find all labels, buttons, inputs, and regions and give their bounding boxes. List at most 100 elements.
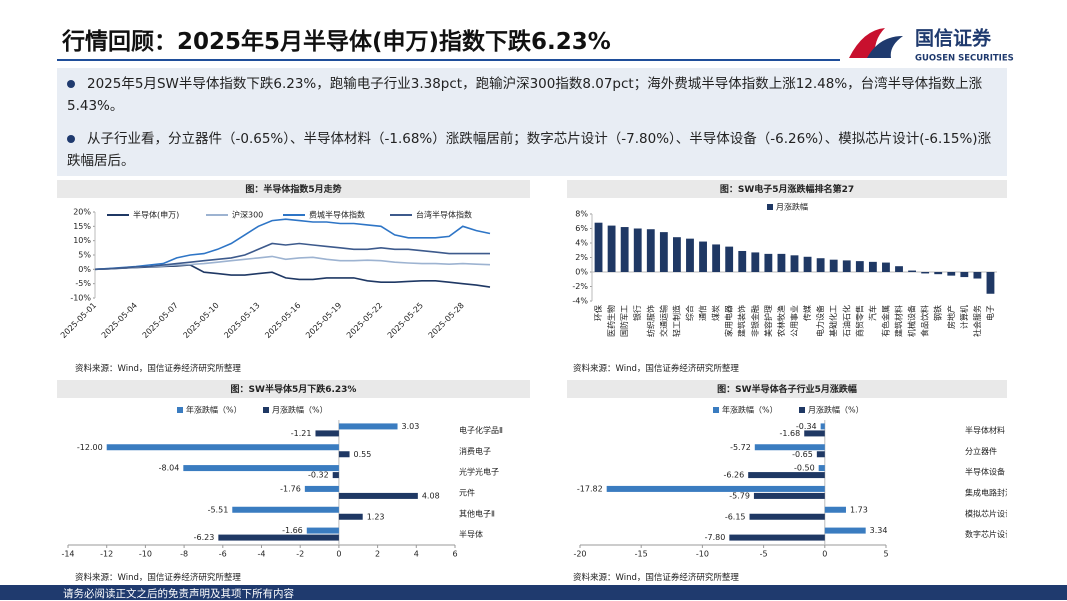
y-tick-label: -2% (572, 282, 588, 291)
category-label: 数字芯片设计 (965, 529, 1007, 539)
legend-swatch (263, 407, 269, 413)
bar (829, 259, 838, 272)
x-tick-label: 0 (822, 550, 827, 559)
summary-box: 2025年5月SW半导体指数下跌6.23%，跑输电子行业3.38pct，跑输沪深… (57, 68, 1007, 176)
bar (973, 272, 982, 279)
bar (725, 246, 734, 272)
x-tick-label: 公用事业 (789, 305, 799, 337)
logo: 国信证券 GUOSEN SECURITIES (849, 27, 1014, 64)
category-label: 集成电路封测 (965, 487, 1007, 497)
bar (816, 451, 825, 458)
source: 资料来源：Wind，国信证券经济研究所整理 (75, 573, 241, 583)
bar (338, 451, 350, 458)
title-band (567, 180, 1007, 198)
x-tick-label: 医药生物 (606, 305, 616, 337)
bar (986, 272, 995, 294)
x-tick-label: -15 (635, 550, 648, 559)
bar (338, 513, 363, 520)
value-label: -0.34 (796, 422, 817, 431)
bar (824, 527, 866, 534)
bar (712, 244, 721, 272)
logo-en: GUOSEN SECURITIES (915, 54, 1014, 64)
x-tick-label: 5 (883, 550, 888, 559)
value-label: -0.50 (794, 464, 815, 473)
x-tick-label: 食品饮料 (920, 305, 930, 337)
y-tick-label: -4% (572, 297, 588, 306)
category-label: 模拟芯片设计 (965, 508, 1007, 518)
value-label: 3.34 (870, 526, 888, 535)
x-tick-label: 2025-05-04 (100, 301, 139, 340)
bar (754, 444, 825, 451)
bar (673, 237, 681, 272)
value-label: -1.68 (780, 429, 801, 438)
bar (304, 485, 339, 492)
x-tick-label: 电子 (985, 305, 995, 321)
bar (824, 506, 846, 513)
bar (818, 465, 825, 472)
legend-swatch (713, 407, 719, 413)
logo-blue (867, 36, 903, 58)
x-tick-label: 煤炭 (711, 305, 721, 321)
bar (820, 423, 825, 430)
value-label: 1.23 (367, 512, 385, 521)
x-tick-label: 2025-05-13 (222, 301, 261, 340)
bar (606, 485, 825, 492)
bar (908, 270, 916, 272)
value-label: -1.66 (282, 526, 303, 535)
title-rule (57, 59, 840, 61)
x-tick-label: -12 (100, 550, 113, 559)
x-tick-label: -10 (696, 550, 709, 559)
x-tick-label: 汽车 (867, 305, 877, 321)
bar (882, 262, 890, 272)
y-tick-label: -10% (70, 294, 91, 303)
bar (306, 527, 339, 534)
legend-label: 年涨跌幅（%） (722, 405, 778, 415)
legend-label: 半导体(申万) (133, 210, 179, 220)
bar (315, 430, 339, 437)
value-label: 1.73 (850, 505, 868, 514)
x-tick-label: 4 (414, 550, 419, 559)
x-tick-label: 综合 (684, 305, 694, 321)
value-label: -6.23 (194, 533, 215, 542)
series-line (94, 218, 491, 271)
source: 资料来源：Wind，国信证券经济研究所整理 (573, 573, 739, 583)
x-tick-label: 2025-05-22 (345, 301, 384, 340)
value-label: -1.21 (291, 429, 312, 438)
bar (338, 423, 398, 430)
bar (764, 253, 773, 272)
legend-label: 台湾半导体指数 (416, 210, 472, 220)
bar (751, 252, 760, 272)
x-tick-label: -6 (219, 550, 227, 559)
bar (804, 430, 825, 437)
legend-swatch (799, 407, 805, 413)
bar (620, 227, 629, 272)
bar (218, 534, 339, 541)
bullet-text: 从子行业看，分立器件（-0.65%）、半导体材料（-1.68%）涨跌幅居前；数字… (67, 131, 992, 169)
value-label: -0.32 (308, 471, 329, 480)
bar (594, 222, 603, 272)
title-band (57, 180, 530, 198)
x-tick-label: 2025-05-16 (263, 301, 302, 340)
bar (947, 272, 956, 276)
x-tick-label: 农林牧渔 (776, 305, 786, 337)
bar (607, 225, 616, 272)
y-tick-label: 6% (575, 224, 588, 233)
value-label: -0.65 (792, 450, 813, 459)
x-tick-label: 银行 (632, 305, 642, 321)
x-tick-label: -2 (296, 550, 304, 559)
x-tick-label: 交通运输 (658, 305, 668, 337)
category-label: 电子化学品Ⅱ (459, 425, 503, 435)
x-tick-label: 2025-05-07 (141, 301, 180, 340)
chart-title: 图：SW电子5月涨跌幅排名第27 (720, 183, 854, 195)
bar (729, 534, 825, 541)
value-label: -12.00 (77, 443, 103, 452)
x-tick-label: 2025-05-19 (304, 301, 343, 340)
x-tick-label: 石油石化 (841, 305, 851, 337)
value-label: -5.79 (729, 491, 750, 500)
bar (921, 272, 930, 274)
y-tick-label: 5% (78, 251, 91, 260)
title-band (567, 380, 1007, 398)
bar (633, 228, 642, 272)
bar (934, 272, 943, 275)
bullet: 2025年5月SW半导体指数下跌6.23%，跑输电子行业3.38pct，跑输沪深… (67, 73, 1002, 117)
